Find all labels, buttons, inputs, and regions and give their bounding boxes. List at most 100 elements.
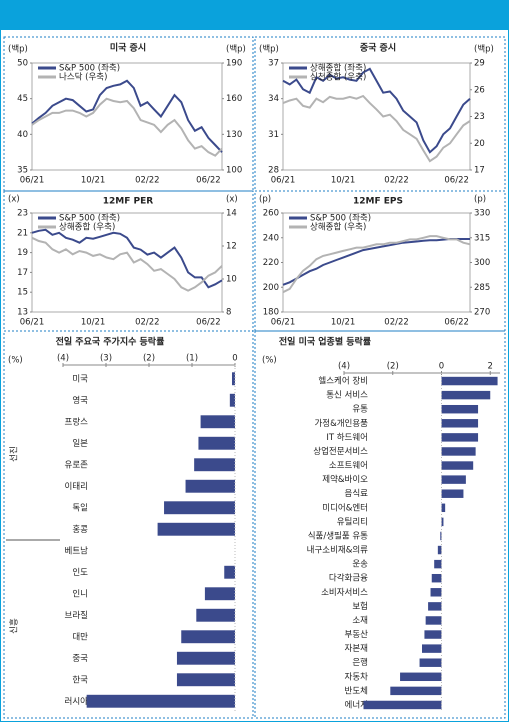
x-tick-label: 06/22 (196, 176, 221, 186)
y-tick-label: 34 (268, 94, 279, 104)
y-axis-unit: (x) (8, 195, 20, 205)
group-label: 신흥 (9, 618, 20, 634)
bar (198, 436, 235, 450)
y-tick-label: 220 (263, 258, 279, 268)
x-tick-label: 06/22 (444, 176, 469, 186)
bar (363, 700, 442, 710)
category-label: 중국 (72, 654, 88, 664)
legend-label: 심천종합 (우축) (310, 72, 366, 83)
category-label: 독일 (72, 503, 88, 513)
bar (86, 694, 236, 708)
bar (181, 630, 235, 644)
x-tick-label: 02/22 (135, 318, 160, 328)
x-tick-label: 06/21 (271, 318, 296, 328)
chart-title: 중국 증시 (360, 43, 396, 54)
category-label: 부동산 (345, 629, 369, 640)
y2-tick-label: 23 (474, 112, 485, 122)
y2-tick-label: 100 (226, 166, 242, 176)
x-tick-label: 0 (439, 362, 444, 372)
series-line (31, 236, 223, 292)
category-label: 영국 (72, 395, 88, 406)
y-tick-label: 50 (17, 59, 28, 69)
y-axis-unit: (p) (259, 195, 271, 205)
panel (3, 36, 254, 192)
legend-label: 상해종합 (우축) (59, 222, 115, 233)
category-label: 소프트웨어 (329, 460, 368, 471)
x-tick-label: (4) (57, 354, 69, 364)
y2-tick-label: 14 (226, 209, 237, 219)
category-label: 다각화금융 (329, 573, 368, 584)
bar (185, 479, 235, 493)
bar (441, 390, 491, 400)
bar (390, 686, 442, 696)
bar (224, 565, 235, 579)
y2-tick-label: 130 (226, 130, 242, 140)
category-label: 인니 (72, 588, 88, 599)
y2-axis-unit: (백p) (226, 44, 246, 55)
y-tick-label: 15 (17, 288, 28, 298)
bar (229, 393, 235, 407)
y2-tick-label: 26 (474, 85, 485, 95)
x-tick-label: 2 (488, 362, 493, 372)
bar (231, 372, 235, 386)
category-label: 홍콩 (72, 524, 88, 535)
y-tick-label: 31 (268, 130, 279, 140)
chart-title: 12MF EPS (353, 197, 403, 207)
chart-title: 전일 미국 업종별 등락률 (279, 336, 371, 348)
x-tick-label: (2) (387, 362, 399, 372)
legend-label: S&P 500 (좌축) (59, 64, 120, 74)
category-label: 러시아 (65, 696, 89, 707)
category-label: 베트남 (65, 546, 89, 556)
bar (176, 673, 235, 687)
bar (164, 501, 235, 515)
bar (400, 672, 442, 682)
bar (425, 616, 442, 625)
category-label: 미디어&엔터 (322, 502, 368, 513)
category-label: 보험 (352, 602, 368, 612)
series-line (31, 97, 223, 157)
category-label: 미국 (72, 374, 88, 384)
category-label: 운송 (352, 560, 368, 570)
x-tick-label: 10/21 (331, 176, 356, 186)
category-label: 가정&개인용품 (314, 418, 368, 429)
bar (196, 608, 235, 622)
bar (176, 651, 235, 665)
x-tick-label: 02/22 (384, 176, 409, 186)
y2-tick-label: 8 (226, 308, 231, 318)
y-tick-label: 17 (17, 268, 28, 278)
plot-frame (31, 62, 223, 171)
legend-label: 상해종합 (우축) (310, 222, 366, 233)
series-line (282, 238, 470, 286)
category-label: 반도체 (345, 685, 368, 696)
y2-tick-label: 330 (474, 209, 490, 219)
x-tick-label: 06/21 (20, 318, 45, 328)
y2-tick-label: 270 (474, 308, 490, 318)
x-tick-label: (3) (100, 354, 112, 364)
category-label: 소재 (352, 616, 368, 626)
bar (194, 458, 235, 472)
category-label: 식품/생필품 유통 (308, 530, 368, 541)
bar (441, 503, 446, 513)
plot-frame (31, 212, 223, 313)
category-label: 자본재 (345, 644, 368, 654)
y2-axis-unit: (x) (226, 195, 238, 205)
panel (254, 330, 506, 719)
category-label: 자동차 (345, 672, 369, 682)
bar (424, 630, 442, 639)
y2-tick-label: 20 (474, 139, 485, 149)
category-label: 이태리 (65, 481, 88, 492)
x-tick-label: 02/22 (384, 318, 409, 328)
category-label: IT 하드웨어 (326, 432, 368, 443)
bar (200, 415, 235, 429)
category-label: 브라질 (65, 610, 88, 621)
series-line (31, 228, 223, 289)
x-tick-label: 06/22 (196, 318, 221, 328)
y-tick-label: 260 (263, 209, 279, 219)
x-tick-label: 10/21 (81, 176, 106, 186)
panel (254, 190, 506, 332)
y2-tick-label: 300 (474, 258, 490, 268)
category-label: 상업전문서비스 (313, 446, 368, 457)
category-label: 프랑스 (65, 416, 89, 427)
y-axis-unit: (백p) (259, 44, 279, 55)
